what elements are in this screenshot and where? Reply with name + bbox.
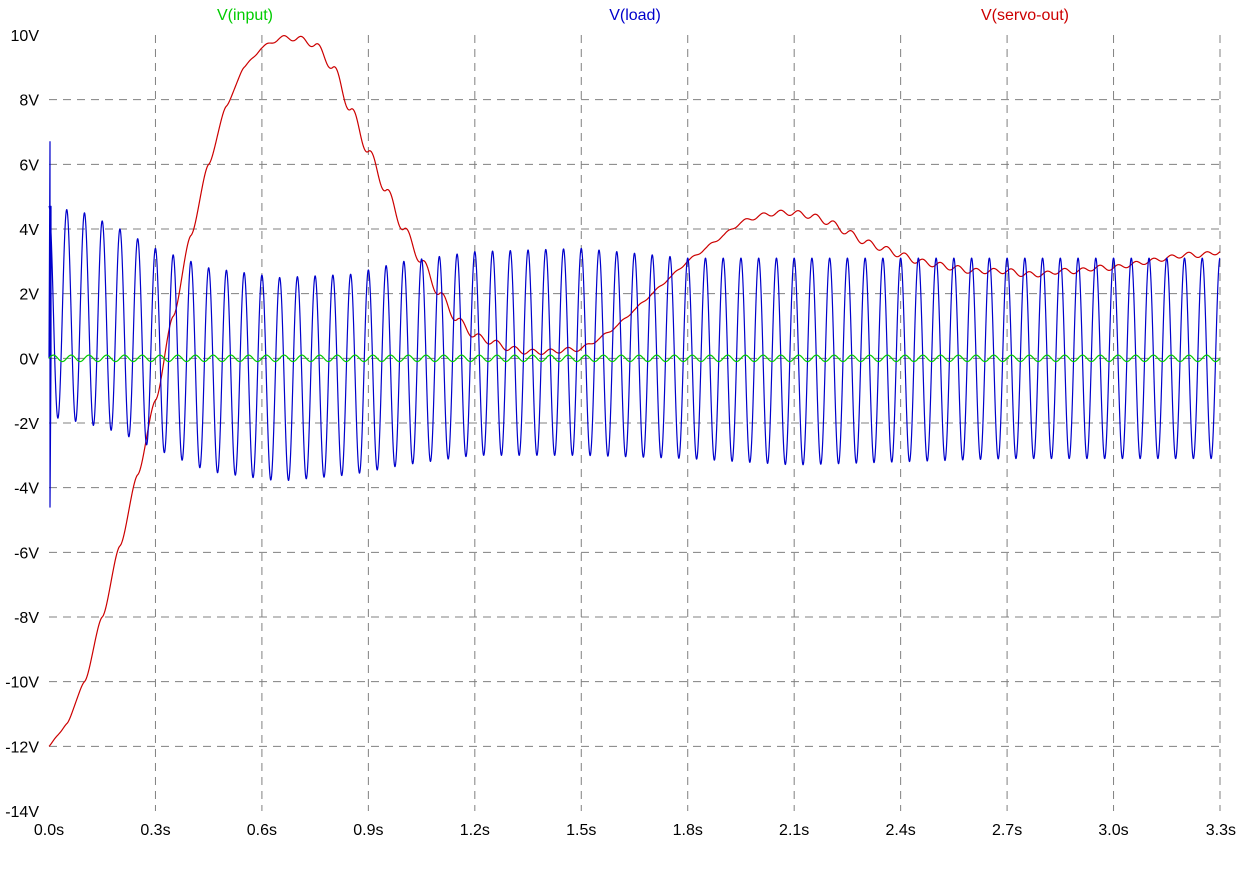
series-line-v-load- xyxy=(48,141,1221,508)
series-line-v-input- xyxy=(48,354,1221,363)
y-axis-ticks: 10V 8V 6V 4V 2V 0V -2V -4V -6V -8V -10V -12V -14V xyxy=(5,28,39,821)
legend-entry: V(input) xyxy=(217,7,273,24)
y-tick-label: -10V xyxy=(5,675,39,692)
x-tick-label: 1.5s xyxy=(566,822,596,839)
x-tick-label: 3.3s xyxy=(1206,822,1236,839)
y-tick-label: -2V xyxy=(14,416,39,433)
y-tick-label: 6V xyxy=(19,157,39,174)
x-tick-label: 0.0s xyxy=(34,822,64,839)
grid-layer xyxy=(49,35,1221,811)
y-tick-label: 4V xyxy=(19,222,39,239)
y-tick-label: 10V xyxy=(11,28,40,45)
x-tick-label: 0.6s xyxy=(247,822,277,839)
x-tick-label: 2.4s xyxy=(886,822,916,839)
y-tick-label: -14V xyxy=(5,804,39,821)
x-tick-label: 0.9s xyxy=(353,822,383,839)
legend: V(input) V(load) V(servo-out) xyxy=(217,7,1069,24)
y-tick-label: -4V xyxy=(14,481,39,498)
series-line-v-servo-out- xyxy=(48,35,1221,747)
x-axis-ticks: 0.0s 0.3s 0.6s 0.9s 1.2s 1.5s 1.8s 2.1s 2.4s 2.7s… xyxy=(34,822,1236,839)
trace-layer xyxy=(48,35,1221,747)
y-tick-label: -8V xyxy=(14,610,39,627)
y-tick-label: -12V xyxy=(5,739,39,756)
y-tick-label: 8V xyxy=(19,93,39,110)
x-tick-label: 0.3s xyxy=(140,822,170,839)
legend-entry: V(servo-out) xyxy=(981,7,1069,24)
x-tick-label: 2.7s xyxy=(992,822,1022,839)
x-tick-label: 1.2s xyxy=(460,822,490,839)
x-tick-label: 1.8s xyxy=(673,822,703,839)
x-tick-label: 2.1s xyxy=(779,822,809,839)
y-tick-label: -6V xyxy=(14,545,39,562)
y-tick-label: 2V xyxy=(19,287,39,304)
x-tick-label: 3.0s xyxy=(1098,822,1128,839)
y-tick-label: 0V xyxy=(19,351,39,368)
legend-entry: V(load) xyxy=(609,7,661,24)
